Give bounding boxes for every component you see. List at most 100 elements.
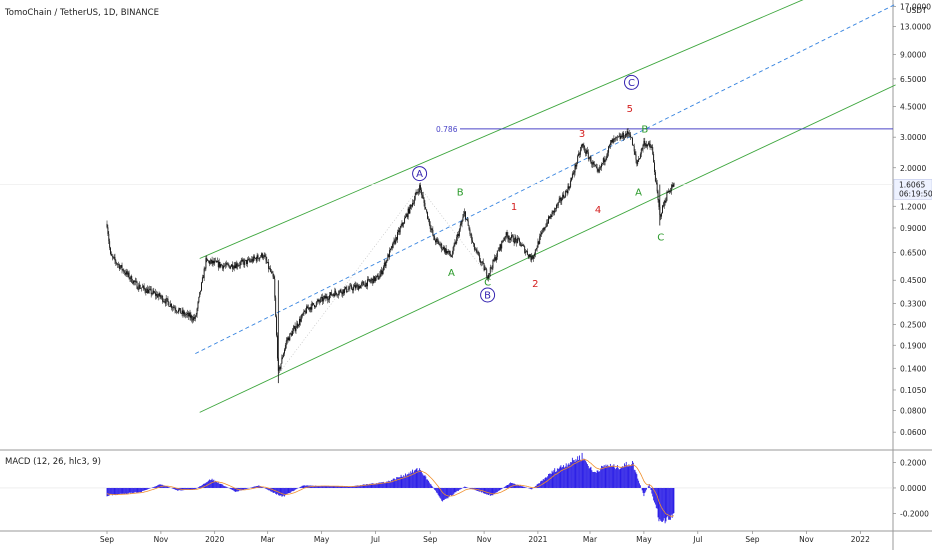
wave-label: B (484, 291, 491, 302)
candle-body (509, 238, 511, 240)
candle-body (438, 241, 440, 245)
candle-body (140, 288, 142, 289)
candle-body (506, 232, 508, 236)
candle-body (367, 279, 368, 287)
candle-body (224, 265, 226, 266)
candle-body (660, 214, 662, 217)
candle-body (515, 237, 517, 240)
candle-body (436, 238, 438, 241)
candle-body (141, 287, 142, 289)
candle-body (219, 262, 221, 267)
candle-body (272, 273, 274, 277)
candle-body (349, 285, 351, 289)
candle-body (250, 260, 252, 262)
candle-body (643, 140, 645, 145)
candle-body (256, 255, 258, 261)
wave-label: 1 (511, 202, 517, 213)
time-tick-label: Mar (261, 535, 276, 544)
candle-body (439, 244, 441, 246)
candle-body (153, 290, 155, 293)
candle-body (145, 291, 147, 293)
candle-body (289, 333, 291, 341)
candle-body (459, 225, 461, 230)
candle-body (671, 185, 673, 188)
price-tick-label: 3.0000 (900, 133, 926, 142)
candle-body (380, 270, 382, 275)
candle-body (144, 288, 146, 292)
candle-body (365, 282, 367, 287)
candle-body (437, 240, 439, 242)
candle-body (425, 208, 427, 210)
candle-body (393, 240, 395, 242)
candle-body (216, 261, 218, 263)
candle-body (657, 191, 659, 200)
candle-body (430, 228, 432, 230)
candle-body (185, 314, 187, 316)
candle-body (357, 284, 359, 290)
candle-body (189, 313, 191, 318)
candle-body (378, 278, 380, 280)
candle-body (174, 307, 176, 310)
price-tick-label: 0.3300 (900, 300, 926, 309)
candle-body (156, 294, 157, 296)
candle-body (502, 240, 504, 242)
price-tick-label: 0.9000 (900, 224, 926, 233)
candle-body (661, 213, 663, 217)
candle-body (187, 312, 189, 317)
candle-body (447, 251, 449, 253)
candle-body (518, 238, 520, 242)
candle-body (303, 310, 305, 314)
candle-body (514, 237, 516, 243)
candle-body (118, 264, 119, 265)
candle-body (149, 288, 151, 290)
candle-body (508, 238, 510, 240)
candle-body (419, 185, 421, 193)
candle-body (570, 180, 572, 188)
candle-body (191, 315, 193, 320)
candle-body (654, 172, 656, 182)
candle-body (635, 154, 637, 160)
candle-body (359, 286, 361, 289)
candle-body (258, 258, 260, 260)
candle-body (485, 268, 487, 270)
candle-body (498, 250, 500, 251)
candle-body (604, 159, 606, 162)
candle-body (667, 192, 669, 194)
candle-body (165, 298, 167, 304)
candle-body (554, 208, 556, 213)
candle-body (565, 191, 567, 192)
candle-body (246, 259, 248, 265)
candle-body (181, 310, 183, 314)
candle-body (441, 243, 443, 250)
candle-body (556, 204, 557, 209)
price-tick-label: 0.1050 (900, 386, 926, 395)
candle-body (114, 257, 116, 261)
candle-body (268, 262, 270, 269)
candle-body (544, 227, 546, 230)
wave-label: A (448, 268, 455, 279)
candle-body (450, 255, 452, 257)
candle-body (381, 270, 383, 275)
candle-body (590, 157, 592, 164)
price-tick-label: 17.0000 (900, 2, 931, 11)
candle-body (633, 146, 635, 152)
candle-body (300, 317, 302, 322)
candle-body (305, 311, 307, 314)
candle-body (383, 262, 385, 267)
candle-body (133, 280, 134, 284)
candle-body (331, 294, 333, 296)
candle-body (367, 279, 369, 280)
candle-body (591, 163, 593, 165)
candle-body (587, 152, 589, 159)
candle-body (110, 247, 111, 254)
candle-body (517, 238, 519, 243)
candle-body (320, 298, 322, 302)
candle-body (597, 168, 599, 172)
candle-body (540, 234, 542, 237)
candle-body (488, 274, 489, 279)
candle-body (401, 222, 403, 226)
candle-body (467, 220, 469, 226)
candle-body (421, 194, 423, 196)
time-tick-label: Sep (100, 535, 114, 544)
candle-body (534, 249, 536, 255)
